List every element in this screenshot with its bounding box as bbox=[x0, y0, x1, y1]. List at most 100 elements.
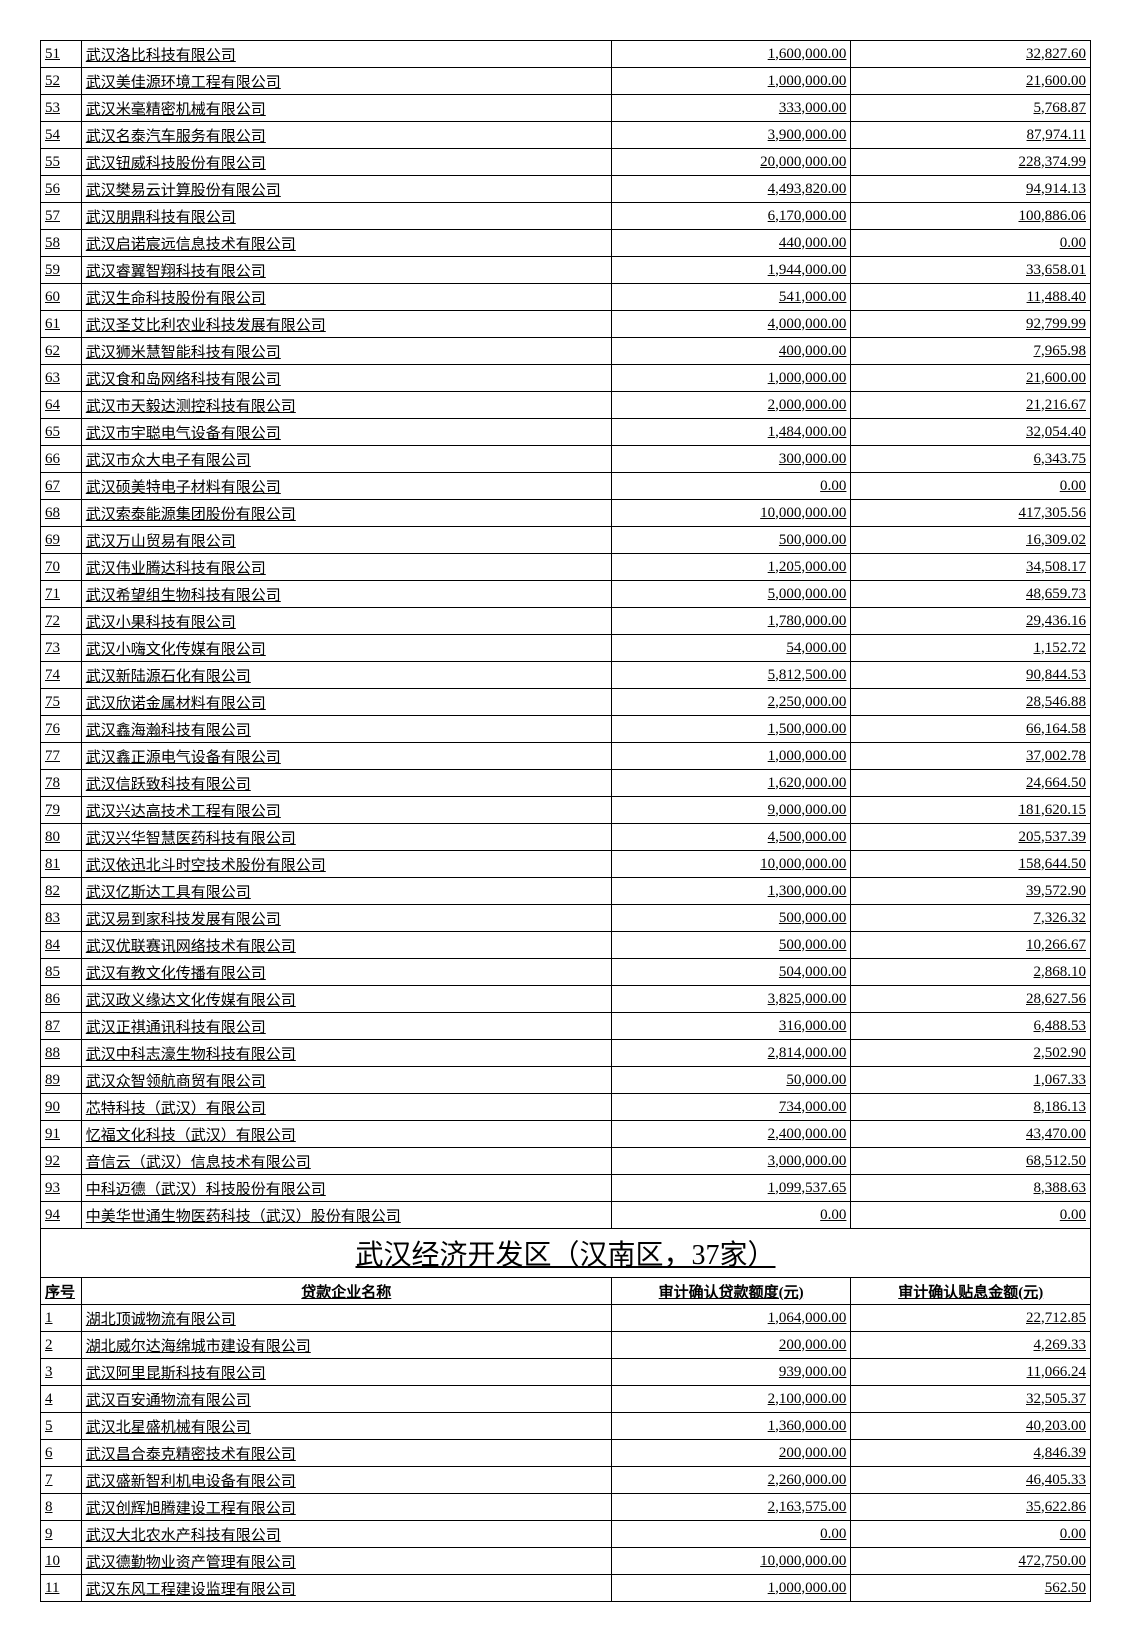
company-name: 武汉北星盛机械有限公司 bbox=[81, 1413, 611, 1440]
table-row: 53武汉米毫精密机械有限公司333,000.005,768.87 bbox=[41, 95, 1091, 122]
company-name: 武汉德勤物业资产管理有限公司 bbox=[81, 1548, 611, 1575]
table-row: 93中科迈德（武汉）科技股份有限公司1,099,537.658,388.63 bbox=[41, 1175, 1091, 1202]
table-row: 86武汉政义缘达文化传媒有限公司3,825,000.0028,627.56 bbox=[41, 986, 1091, 1013]
row-index: 58 bbox=[41, 230, 82, 257]
row-index: 2 bbox=[41, 1332, 82, 1359]
row-index: 81 bbox=[41, 851, 82, 878]
loan-amount: 20,000,000.00 bbox=[611, 149, 851, 176]
row-index: 85 bbox=[41, 959, 82, 986]
subsidy-amount: 28,546.88 bbox=[851, 689, 1091, 716]
loan-amount: 4,493,820.00 bbox=[611, 176, 851, 203]
loan-amount: 1,484,000.00 bbox=[611, 419, 851, 446]
table-row: 7武汉盛新智利机电设备有限公司2,260,000.0046,405.33 bbox=[41, 1467, 1091, 1494]
table-row: 76武汉鑫海瀚科技有限公司1,500,000.0066,164.58 bbox=[41, 716, 1091, 743]
row-index: 56 bbox=[41, 176, 82, 203]
company-name: 武汉小嗨文化传媒有限公司 bbox=[81, 635, 611, 662]
row-index: 64 bbox=[41, 392, 82, 419]
subsidy-amount: 6,343.75 bbox=[851, 446, 1091, 473]
section-title-row: 武汉经济开发区（汉南区，37家） bbox=[41, 1229, 1091, 1278]
company-name: 武汉睿翼智翔科技有限公司 bbox=[81, 257, 611, 284]
row-index: 63 bbox=[41, 365, 82, 392]
row-index: 10 bbox=[41, 1548, 82, 1575]
company-name: 武汉中科志濠生物科技有限公司 bbox=[81, 1040, 611, 1067]
loan-amount: 1,944,000.00 bbox=[611, 257, 851, 284]
row-index: 5 bbox=[41, 1413, 82, 1440]
table-row: 92音信云（武汉）信息技术有限公司3,000,000.0068,512.50 bbox=[41, 1148, 1091, 1175]
loan-amount: 316,000.00 bbox=[611, 1013, 851, 1040]
row-index: 62 bbox=[41, 338, 82, 365]
subsidy-amount: 34,508.17 bbox=[851, 554, 1091, 581]
table-row: 52武汉美佳源环境工程有限公司1,000,000.0021,600.00 bbox=[41, 68, 1091, 95]
row-index: 52 bbox=[41, 68, 82, 95]
row-index: 59 bbox=[41, 257, 82, 284]
row-index: 9 bbox=[41, 1521, 82, 1548]
table-row: 71武汉希望组生物科技有限公司5,000,000.0048,659.73 bbox=[41, 581, 1091, 608]
loan-amount: 440,000.00 bbox=[611, 230, 851, 257]
row-index: 70 bbox=[41, 554, 82, 581]
loan-amount: 504,000.00 bbox=[611, 959, 851, 986]
company-name: 武汉洛比科技有限公司 bbox=[81, 41, 611, 68]
subsidy-amount: 22,712.85 bbox=[851, 1305, 1091, 1332]
loan-amount: 10,000,000.00 bbox=[611, 1548, 851, 1575]
company-name: 武汉新陆源石化有限公司 bbox=[81, 662, 611, 689]
loan-amount: 1,064,000.00 bbox=[611, 1305, 851, 1332]
table-row: 94中美华世通生物医药科技（武汉）股份有限公司0.000.00 bbox=[41, 1202, 1091, 1229]
table-row: 72武汉小果科技有限公司1,780,000.0029,436.16 bbox=[41, 608, 1091, 635]
subsidy-amount: 21,216.67 bbox=[851, 392, 1091, 419]
subsidy-amount: 11,066.24 bbox=[851, 1359, 1091, 1386]
company-name: 武汉有教文化传播有限公司 bbox=[81, 959, 611, 986]
table-row: 3武汉阿里昆斯科技有限公司939,000.0011,066.24 bbox=[41, 1359, 1091, 1386]
subsidy-amount: 24,664.50 bbox=[851, 770, 1091, 797]
table-row: 60武汉生命科技股份有限公司541,000.0011,488.40 bbox=[41, 284, 1091, 311]
table-row: 51武汉洛比科技有限公司1,600,000.0032,827.60 bbox=[41, 41, 1091, 68]
loan-amount: 541,000.00 bbox=[611, 284, 851, 311]
row-index: 82 bbox=[41, 878, 82, 905]
table-row: 59武汉睿翼智翔科技有限公司1,944,000.0033,658.01 bbox=[41, 257, 1091, 284]
company-name: 武汉欣诺金属材料有限公司 bbox=[81, 689, 611, 716]
table-row: 91忆福文化科技（武汉）有限公司2,400,000.0043,470.00 bbox=[41, 1121, 1091, 1148]
company-name: 武汉盛新智利机电设备有限公司 bbox=[81, 1467, 611, 1494]
table-row: 69武汉万山贸易有限公司500,000.0016,309.02 bbox=[41, 527, 1091, 554]
table-row: 68武汉索泰能源集团股份有限公司10,000,000.00417,305.56 bbox=[41, 500, 1091, 527]
company-name: 武汉启诺宸远信息技术有限公司 bbox=[81, 230, 611, 257]
company-name: 音信云（武汉）信息技术有限公司 bbox=[81, 1148, 611, 1175]
row-index: 68 bbox=[41, 500, 82, 527]
loan-amount: 50,000.00 bbox=[611, 1067, 851, 1094]
row-index: 87 bbox=[41, 1013, 82, 1040]
loan-amount: 1,500,000.00 bbox=[611, 716, 851, 743]
loan-amount: 2,400,000.00 bbox=[611, 1121, 851, 1148]
loan-amount: 5,000,000.00 bbox=[611, 581, 851, 608]
subsidy-amount: 21,600.00 bbox=[851, 68, 1091, 95]
loan-amount: 0.00 bbox=[611, 1202, 851, 1229]
subsidy-amount: 68,512.50 bbox=[851, 1148, 1091, 1175]
subsidy-amount: 21,600.00 bbox=[851, 365, 1091, 392]
row-index: 8 bbox=[41, 1494, 82, 1521]
section-title: 武汉经济开发区（汉南区，37家） bbox=[41, 1229, 1091, 1278]
table-row: 80武汉兴华智慧医药科技有限公司4,500,000.00205,537.39 bbox=[41, 824, 1091, 851]
row-index: 69 bbox=[41, 527, 82, 554]
subsidy-amount: 7,965.98 bbox=[851, 338, 1091, 365]
row-index: 60 bbox=[41, 284, 82, 311]
company-name: 武汉生命科技股份有限公司 bbox=[81, 284, 611, 311]
company-name: 武汉兴华智慧医药科技有限公司 bbox=[81, 824, 611, 851]
loan-amount: 2,260,000.00 bbox=[611, 1467, 851, 1494]
company-name: 武汉正祺通讯科技有限公司 bbox=[81, 1013, 611, 1040]
table-row: 64武汉市天毅达测控科技有限公司2,000,000.0021,216.67 bbox=[41, 392, 1091, 419]
loan-amount: 939,000.00 bbox=[611, 1359, 851, 1386]
table-row: 56武汉樊易云计算股份有限公司4,493,820.0094,914.13 bbox=[41, 176, 1091, 203]
loan-amount: 500,000.00 bbox=[611, 932, 851, 959]
table-row: 2湖北威尔达海绵城市建设有限公司200,000.004,269.33 bbox=[41, 1332, 1091, 1359]
table-row: 8武汉创辉旭腾建设工程有限公司2,163,575.0035,622.86 bbox=[41, 1494, 1091, 1521]
table-row: 1湖北顶诚物流有限公司1,064,000.0022,712.85 bbox=[41, 1305, 1091, 1332]
row-index: 65 bbox=[41, 419, 82, 446]
company-name: 武汉创辉旭腾建设工程有限公司 bbox=[81, 1494, 611, 1521]
table-row: 74武汉新陆源石化有限公司5,812,500.0090,844.53 bbox=[41, 662, 1091, 689]
table-row: 66武汉市众大电子有限公司300,000.006,343.75 bbox=[41, 446, 1091, 473]
table-row: 84武汉优联赛讯网络技术有限公司500,000.0010,266.67 bbox=[41, 932, 1091, 959]
row-index: 79 bbox=[41, 797, 82, 824]
subsidy-amount: 417,305.56 bbox=[851, 500, 1091, 527]
table-row: 54武汉名泰汽车服务有限公司3,900,000.0087,974.11 bbox=[41, 122, 1091, 149]
subsidy-amount: 0.00 bbox=[851, 1521, 1091, 1548]
loan-amount: 6,170,000.00 bbox=[611, 203, 851, 230]
row-index: 3 bbox=[41, 1359, 82, 1386]
